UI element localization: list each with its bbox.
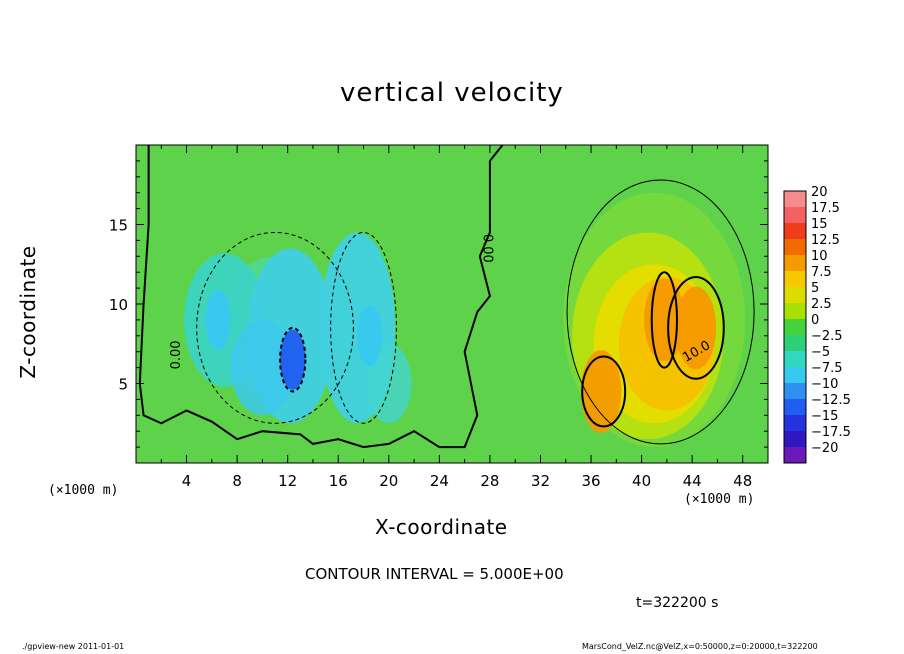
colorbar-swatch-1 <box>784 191 806 208</box>
y-tick-label-5: 5 <box>118 376 128 394</box>
colorbar-swatch-6 <box>784 271 806 288</box>
x-axis-label: X-coordinate <box>375 515 508 539</box>
x-tick-label-32: 32 <box>531 472 550 490</box>
colorbar-swatch-13 <box>784 383 806 400</box>
x-tick-label-48: 48 <box>733 472 752 490</box>
colorbar-swatch-4 <box>784 239 806 256</box>
contour-downdraft-outer <box>196 231 354 424</box>
contour-label-1: 0.00 <box>169 340 184 369</box>
colorbar-label-10: −2.5 <box>811 329 843 344</box>
colorbar-swatch-10 <box>784 335 806 352</box>
colorbar-swatch-3 <box>784 223 806 240</box>
contour-updraft-10-b <box>650 271 678 369</box>
colorbar-label-14: −12.5 <box>811 393 851 408</box>
colorbar-label-12: −7.5 <box>811 361 843 376</box>
colorbar-swatch-11 <box>784 351 806 368</box>
x-unit-label-right: (×1000 m) <box>684 492 755 507</box>
footer-right: MarsCond_VelZ.nc@VelZ,x=0:50000,z=0:2000… <box>582 642 818 651</box>
colorbar-label-6: 7.5 <box>811 265 832 280</box>
contour-interval-label: CONTOUR INTERVAL = 5.000E+00 <box>305 565 564 583</box>
feature-downdraft-1 <box>280 329 306 390</box>
x-tick-label-40: 40 <box>632 472 651 490</box>
contour-updraft-10-c <box>581 355 627 428</box>
x-tick-label-24: 24 <box>430 472 449 490</box>
colorbar-label-3: 15 <box>811 217 828 232</box>
colorbar-frame <box>783 190 807 464</box>
colorbar-swatch-12 <box>784 367 806 384</box>
colorbar-label-4: 12.5 <box>811 233 840 248</box>
colorbar-label-2: 17.5 <box>811 201 840 216</box>
feature-downdraft-2 <box>205 289 231 351</box>
y-axis-label: Z-coordinate <box>16 245 40 379</box>
chart-title: vertical velocity <box>340 78 564 108</box>
colorbar-label-8: 2.5 <box>811 297 832 312</box>
time-label: t=322200 s <box>636 595 719 611</box>
colorbar-label-13: −10 <box>811 377 838 392</box>
colorbar-label-16: −17.5 <box>811 425 851 440</box>
x-tick-label-44: 44 <box>683 472 702 490</box>
x-tick-label-12: 12 <box>278 472 297 490</box>
x-tick-label-8: 8 <box>232 472 242 490</box>
colorbar-swatch-8 <box>784 303 806 320</box>
colorbar-label-7: 5 <box>811 281 819 296</box>
contour-updraft-outer <box>566 179 755 445</box>
colorbar: 2017.51512.5107.552.50−2.5−5−7.5−10−12.5… <box>783 185 851 464</box>
colorbar-swatch-9 <box>784 319 806 336</box>
feature-updraft-6 <box>580 350 622 433</box>
y-tick-label-15: 15 <box>109 217 128 235</box>
x-tick-label-16: 16 <box>329 472 348 490</box>
x-tick-label-20: 20 <box>379 472 398 490</box>
colorbar-swatch-16 <box>784 431 806 448</box>
x-tick-label-36: 36 <box>581 472 600 490</box>
feature-updraft-4 <box>675 286 717 370</box>
colorbar-swatch-15 <box>784 415 806 432</box>
colorbar-swatch-7 <box>784 287 806 304</box>
x-tick-label-4: 4 <box>182 472 192 490</box>
feature-updraft-5 <box>644 278 685 362</box>
x-unit-label-left: (×1000 m) <box>48 483 119 498</box>
contour-label-2: 0.00 <box>480 234 495 263</box>
colorbar-label-15: −15 <box>811 409 838 424</box>
colorbar-swatch-14 <box>784 399 806 416</box>
downdraft-region-4 <box>230 319 294 416</box>
colorbar-label-5: 10 <box>811 249 828 264</box>
contour-downdraft-right <box>330 231 397 424</box>
colorbar-label-11: −5 <box>811 345 830 360</box>
footer-left: ./gpview-new 2011-01-01 <box>22 642 125 651</box>
contour-zero <box>138 145 504 449</box>
colorbar-swatch-2 <box>784 207 806 224</box>
colorbar-label-1: 20 <box>811 185 828 200</box>
colorbar-swatch-17 <box>784 447 806 464</box>
x-tick-label-28: 28 <box>480 472 499 490</box>
feature-downdraft-3 <box>357 305 383 367</box>
downdraft-region-5 <box>366 343 412 424</box>
colorbar-label-9: 0 <box>811 313 819 328</box>
contour-updraft-10-a <box>667 275 725 380</box>
contour-downdraft-10 <box>279 326 307 393</box>
y-tick-label-10: 10 <box>109 296 128 314</box>
colorbar-label-17: −20 <box>811 441 838 456</box>
colorbar-swatch-5 <box>784 255 806 272</box>
